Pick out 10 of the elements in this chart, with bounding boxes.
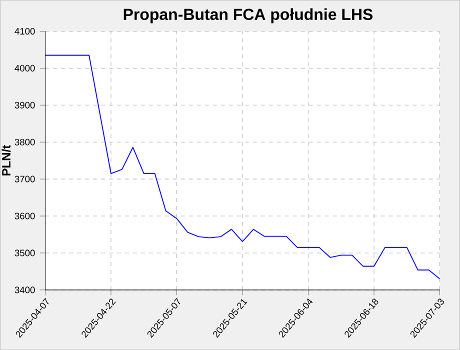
chart-title: Propan-Butan FCA południe LHS [124,8,373,24]
y-tick-label: 3900 [14,102,35,108]
y-tick-label: 3700 [14,176,35,182]
y-tick-label: 3500 [14,250,35,256]
y-axis-title: PLN/t [2,145,11,176]
y-tick-label: 3600 [14,212,35,220]
y-tick-label: 4000 [14,64,35,72]
y-tick-label: 3400 [14,286,35,294]
y-tick-label: 4100 [14,28,35,34]
y-tick-label: 3800 [14,138,35,146]
